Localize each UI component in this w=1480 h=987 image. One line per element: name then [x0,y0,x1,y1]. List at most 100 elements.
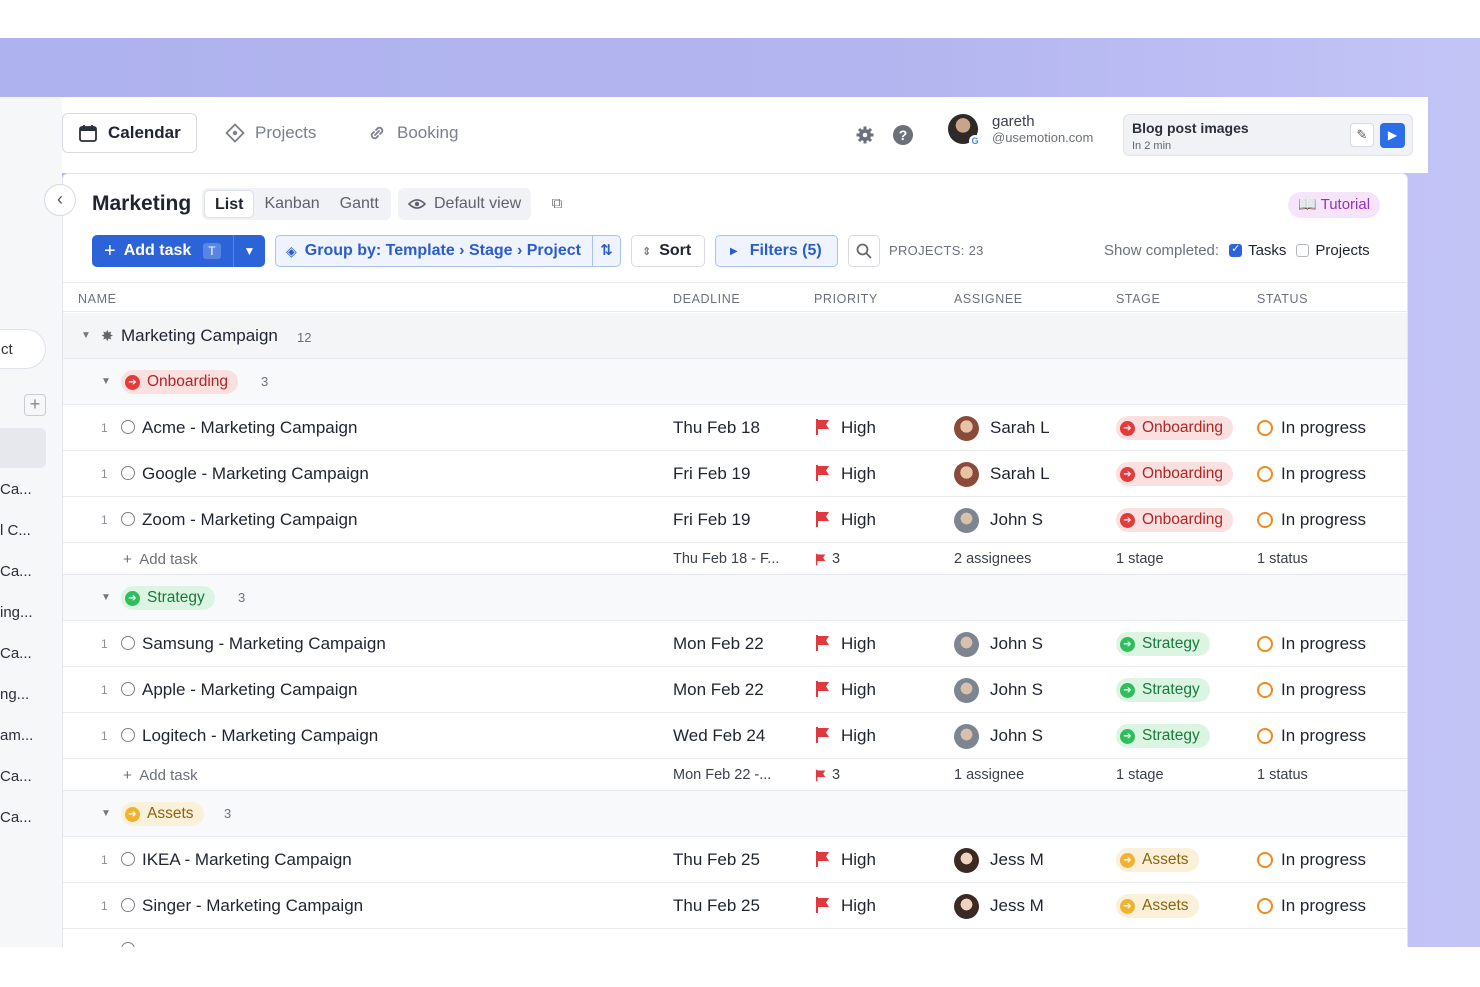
stage-group-row[interactable]: ▼ ➔ Strategy 3 [63,575,1407,621]
task-name[interactable]: Singer - Marketing Campaign [142,896,364,915]
sidebar-item[interactable]: Ca... [0,768,32,785]
task-status[interactable]: In progress [1257,896,1366,916]
task-priority[interactable]: High [841,634,876,653]
tutorial-button[interactable]: 📖 Tutorial [1288,192,1381,218]
column-name[interactable]: NAME [78,292,117,306]
next-event-card[interactable]: Blog post images In 2 min ✎ ▶ [1123,114,1413,156]
task-deadline[interactable]: Mon Feb 22 [673,680,764,699]
user-account[interactable]: gareth @usemotion.com [948,113,1093,147]
task-assignee[interactable]: Jess M [990,850,1044,869]
sidebar-add-icon[interactable]: + [24,394,46,416]
table-row[interactable]: 1 Google - Marketing Campaign Fri Feb 19… [63,451,1407,497]
caret-down-icon[interactable]: ▼ [81,330,91,341]
tab-calendar[interactable]: Calendar [62,113,197,153]
task-complete-toggle[interactable] [121,420,135,434]
stage-group-row[interactable]: ▼ ➔ Onboarding 3 [63,359,1407,405]
task-status[interactable]: In progress [1257,510,1366,530]
task-complete-toggle[interactable] [121,898,135,912]
task-status[interactable]: In progress [1257,634,1366,654]
task-deadline[interactable]: Thu Feb 18 [673,418,760,437]
task-name[interactable]: Logitech - Marketing Campaign [142,726,379,745]
group-by-button[interactable]: ◈ Group by: Template › Stage › Project ⇅ [275,235,621,267]
stage-group-row[interactable]: ▼ ➔ Assets 3 [63,791,1407,837]
table-row[interactable]: 1 Samsung - Marketing Campaign Mon Feb 2… [63,621,1407,667]
template-group-row[interactable]: ▼ ✸ Marketing Campaign 12 [63,313,1407,359]
play-icon[interactable]: ▶ [1380,123,1405,148]
stage-badge[interactable]: ➔ Onboarding [1116,462,1234,486]
caret-down-icon[interactable]: ▼ [101,592,111,603]
task-priority[interactable]: High [841,896,876,915]
tab-list[interactable]: List [204,190,255,218]
task-name[interactable]: Google - Marketing Campaign [142,464,369,483]
stage-badge[interactable]: ➔ Strategy [1116,678,1210,702]
sidebar-item[interactable]: Ca... [0,645,32,662]
sidebar-active-item[interactable] [0,428,46,468]
chevron-down-icon[interactable]: ▼ [233,235,265,267]
task-assignee[interactable]: Sarah L [990,418,1050,437]
tab-projects[interactable]: Projects [210,113,331,153]
tab-kanban[interactable]: Kanban [264,195,320,212]
stage-badge[interactable]: ➔ Strategy [1116,632,1210,656]
task-name[interactable]: Samsung - Marketing Campaign [142,634,386,653]
task-complete-toggle[interactable] [121,682,135,696]
task-priority[interactable]: High [841,464,876,483]
task-name[interactable]: Zoom - Marketing Campaign [142,510,358,529]
task-name[interactable]: Acme - Marketing Campaign [142,418,358,437]
task-assignee[interactable]: John S [990,510,1043,529]
task-deadline[interactable]: Fri Feb 19 [673,464,751,483]
sidebar-item[interactable]: ng... [0,686,30,703]
task-assignee[interactable]: John S [990,680,1043,699]
caret-down-icon[interactable]: ▼ [101,808,111,819]
search-button[interactable] [848,235,880,267]
table-row[interactable]: 1 Acme - Marketing Campaign Thu Feb 18 H… [63,405,1407,451]
caret-down-icon[interactable]: ▼ [101,376,111,387]
tasks-checkbox[interactable]: Tasks [1229,242,1286,259]
projects-checkbox[interactable]: Projects [1296,242,1370,259]
task-priority[interactable]: High [841,850,876,869]
table-row[interactable]: 1 Apple - Marketing Campaign Mon Feb 22 … [63,667,1407,713]
table-row[interactable]: 1 Logitech - Marketing Campaign Wed Feb … [63,713,1407,759]
sidebar-item[interactable]: Ca... [0,809,32,826]
table-row[interactable]: 1 IKEA - Marketing Campaign Thu Feb 25 H… [63,837,1407,883]
task-assignee[interactable]: Sarah L [990,464,1050,483]
sidebar-search-pill[interactable]: ct [0,329,46,369]
sidebar-item[interactable]: Ca... [0,563,32,580]
column-stage[interactable]: STAGE [1116,292,1161,306]
sidebar-item[interactable]: l C... [0,522,31,539]
task-priority[interactable]: High [841,418,876,437]
collapse-sidebar-button[interactable]: ‹ [44,184,76,216]
column-assignee[interactable]: ASSIGNEE [954,292,1023,306]
stage-badge[interactable]: ➔ Onboarding [1116,508,1234,532]
sidebar-item[interactable]: am... [0,727,34,744]
task-name[interactable]: Apple - Marketing Campaign [142,680,358,699]
stage-badge[interactable]: ➔ Onboarding [1116,416,1234,440]
task-deadline[interactable]: Wed Feb 24 [673,726,766,745]
task-assignee[interactable]: Jess M [990,896,1044,915]
stage-badge[interactable]: ➔ Strategy [1116,724,1210,748]
table-row-partial[interactable] [63,929,1407,948]
gear-icon[interactable] [855,125,875,145]
edit-icon[interactable]: ✎ [1350,123,1374,147]
task-assignee[interactable]: John S [990,726,1043,745]
tab-gantt[interactable]: Gantt [339,195,379,212]
sidebar-item[interactable]: ing... [0,604,33,621]
sort-button[interactable]: ⇕ Sort [631,235,705,267]
task-deadline[interactable]: Fri Feb 19 [673,510,751,529]
copy-icon[interactable]: ⧉ [551,195,563,212]
task-complete-toggle[interactable] [121,466,135,480]
task-deadline[interactable]: Thu Feb 25 [673,850,760,869]
task-priority[interactable]: High [841,680,876,699]
task-assignee[interactable]: John S [990,634,1043,653]
column-status[interactable]: STATUS [1257,292,1309,306]
filters-button[interactable]: ▶ Filters (5) [715,235,838,267]
task-complete-toggle[interactable] [121,636,135,650]
task-status[interactable]: In progress [1257,418,1366,438]
task-status[interactable]: In progress [1257,850,1366,870]
default-view-button[interactable]: Default view [398,188,532,220]
task-status[interactable]: In progress [1257,726,1366,746]
column-priority[interactable]: PRIORITY [814,292,878,306]
add-task-button[interactable]: + Add task T ▼ [92,235,265,267]
stage-badge[interactable]: ➔ Assets [1116,848,1199,872]
task-complete-toggle[interactable] [121,728,135,742]
task-name[interactable]: IKEA - Marketing Campaign [142,850,352,869]
